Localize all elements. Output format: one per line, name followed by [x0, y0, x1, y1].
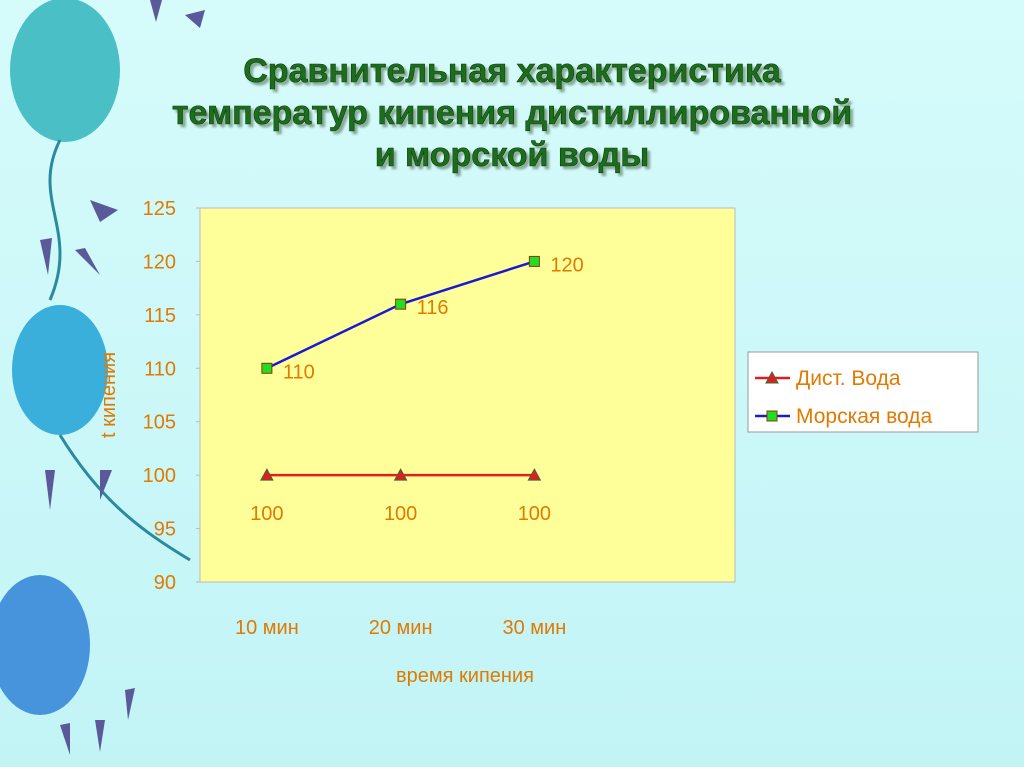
chart-title: и морской воды: [375, 136, 650, 174]
y-tick-label: 110: [144, 358, 176, 380]
chart-title: Сравнительная характеристика: [243, 52, 782, 90]
legend-marker: [765, 370, 779, 384]
y-axis-label: t кипения: [98, 352, 120, 438]
chart-title: температур кипения дистиллированной: [172, 94, 852, 132]
x-tick-label: 10 мин: [235, 617, 299, 639]
y-tick-label: 125: [143, 198, 176, 220]
x-tick-label: 20 мин: [369, 617, 433, 639]
x-tick-label: 30 мин: [502, 617, 566, 639]
data-label: 100: [384, 503, 417, 525]
y-tick-label: 100: [143, 465, 176, 487]
y-tick-label: 95: [154, 519, 176, 541]
legend-label: Дист. Вода: [796, 367, 901, 390]
legend-label: Морская вода: [796, 405, 933, 428]
y-tick-label: 90: [154, 572, 176, 594]
y-tick-label: 105: [143, 412, 176, 434]
legend: [747, 351, 979, 433]
point: [528, 255, 540, 267]
decoration: [0, 0, 205, 755]
x-axis-label: время кипения: [396, 665, 534, 687]
data-label: 100: [518, 503, 551, 525]
point: [393, 468, 408, 481]
plot-area: [199, 207, 736, 583]
point: [527, 468, 542, 481]
data-label: 120: [550, 254, 583, 276]
point: [395, 298, 407, 310]
data-label: 116: [417, 297, 449, 319]
y-tick-label: 120: [143, 251, 176, 273]
legend-marker: [766, 410, 778, 422]
data-label: 110: [283, 361, 315, 383]
data-label: 100: [250, 503, 283, 525]
y-tick-label: 115: [144, 305, 176, 327]
point: [261, 362, 273, 374]
point: [260, 468, 274, 481]
